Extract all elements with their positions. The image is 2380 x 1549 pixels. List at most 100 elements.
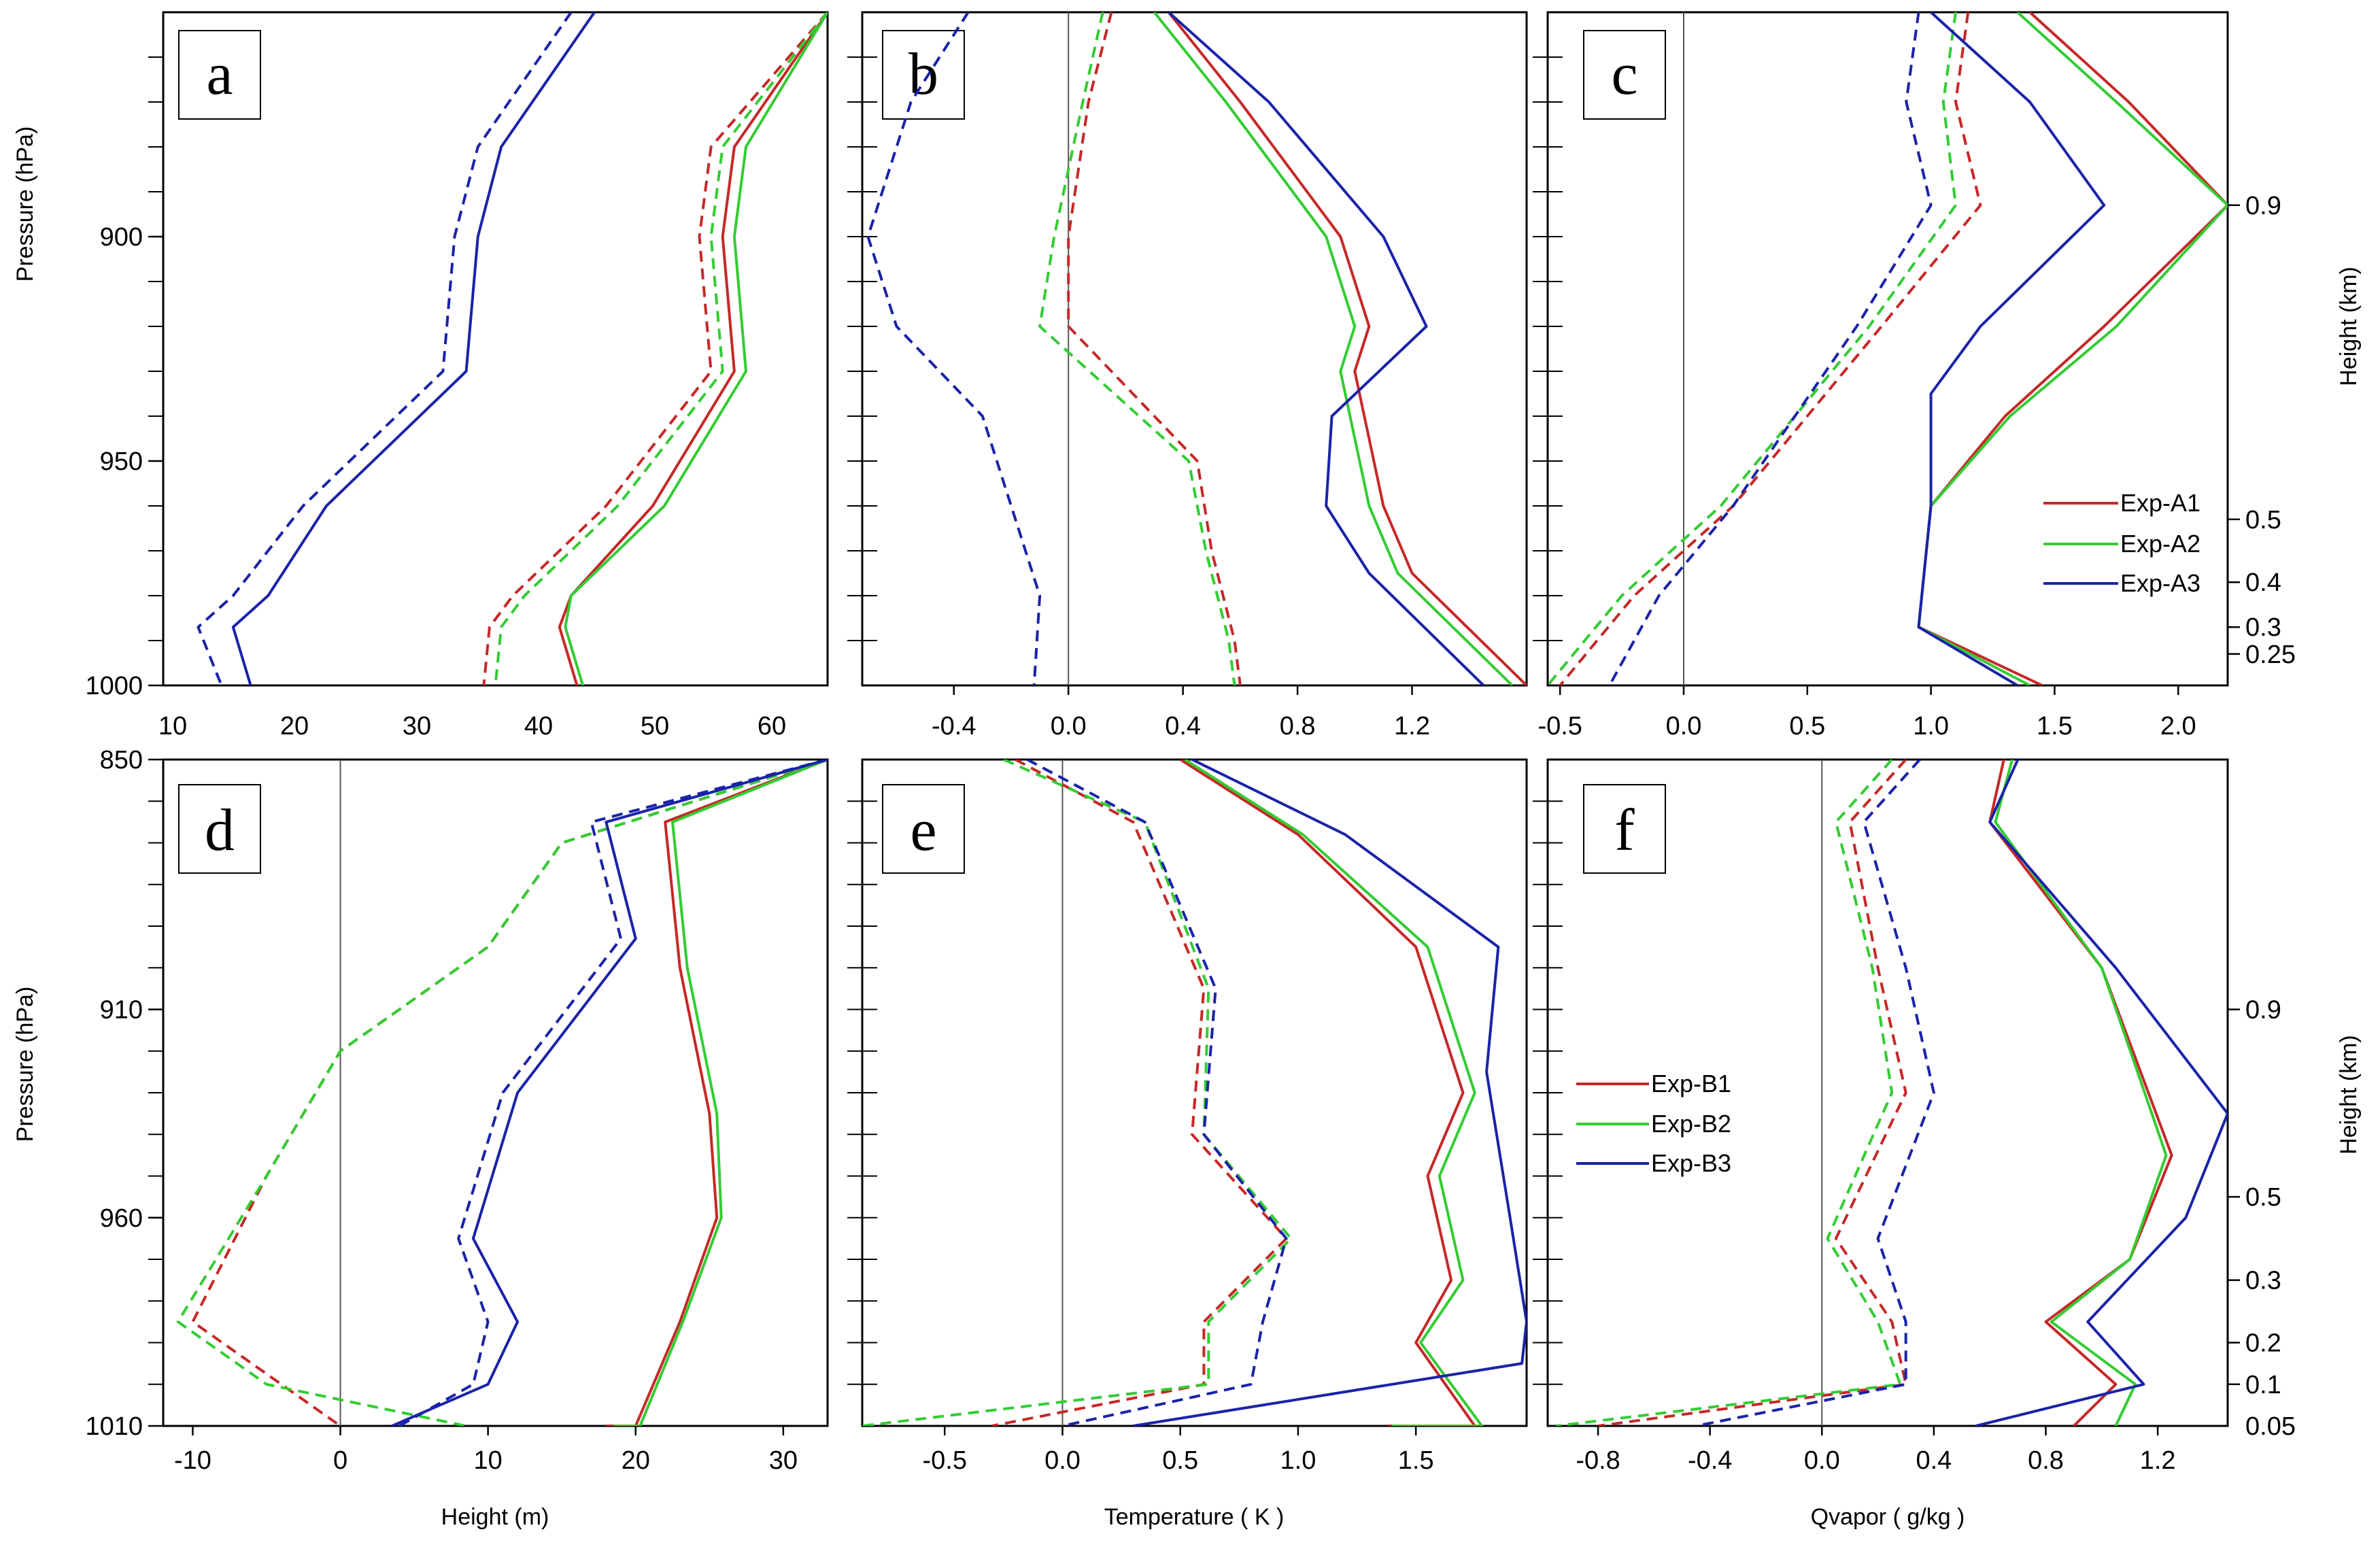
panel-e-xtick-label: 1.5 bbox=[1398, 1446, 1434, 1475]
legend-label-a3: Exp-A3 bbox=[2120, 569, 2200, 597]
panel-d-series-b1-dashed bbox=[191, 760, 828, 1426]
panel-a-ytick-label: 900 bbox=[100, 223, 143, 252]
panel-c-series-a3-solid bbox=[1917, 12, 2106, 685]
panel-b-frame bbox=[861, 11, 1528, 687]
panel-e-plot: -0.5 0.0 0.5 1.0 1.5 bbox=[847, 760, 1527, 1475]
panel-c-label-box bbox=[1583, 30, 1666, 120]
x-axis-title-f: Qvapor ( g/kg ) bbox=[1811, 1504, 1965, 1530]
y-axis-title-top: Pressure (hPa) bbox=[12, 126, 38, 282]
panel-d-series-b2-solid bbox=[613, 760, 828, 1426]
panel-b-xtick-label: 0.8 bbox=[1280, 712, 1316, 741]
panel-e-xtick-label: -0.5 bbox=[923, 1446, 967, 1475]
panel-b-xtick-label: -0.4 bbox=[932, 712, 976, 741]
panel-a-series-a1-solid bbox=[558, 12, 828, 685]
x-axis-title-e: Temperature ( K ) bbox=[1104, 1504, 1285, 1530]
legend-label-b2: Exp-B2 bbox=[1651, 1110, 1731, 1138]
panel-c: c bbox=[1546, 11, 2229, 687]
panel-e-series-b1-solid bbox=[1179, 760, 1476, 1426]
panel-f-label: f bbox=[1614, 798, 1635, 864]
panel-f-series-b2-dashed bbox=[1556, 760, 1902, 1426]
panel-d-label-box bbox=[178, 784, 261, 874]
panel-e: e bbox=[861, 758, 1528, 1427]
panel-c-height-tick-label: 0.3 bbox=[2245, 613, 2281, 642]
panel-c-series-a1-dashed bbox=[1559, 12, 1982, 685]
panel-e-xtick-label: 0.0 bbox=[1044, 1446, 1081, 1475]
panel-a-xtick-label: 50 bbox=[641, 712, 669, 741]
panel-c-height-tick-label: 0.5 bbox=[2245, 506, 2281, 534]
panel-f-height-tick-label: 0.9 bbox=[2245, 996, 2281, 1025]
panel-d-xtick-label: 30 bbox=[769, 1446, 798, 1475]
panel-f-xtick-label: -0.8 bbox=[1576, 1446, 1620, 1475]
panel-c-xtick-label: 2.0 bbox=[2160, 712, 2196, 741]
panel-c-series-a3-dashed bbox=[1608, 12, 1933, 685]
panel-f-series-b1-solid bbox=[1988, 760, 2173, 1426]
panel-d-frame bbox=[162, 758, 829, 1427]
panel-c-height-tick-label: 0.4 bbox=[2245, 568, 2281, 597]
panel-b-xtick-label: 0.4 bbox=[1165, 712, 1201, 741]
legend-top: Exp-A1 Exp-A2 Exp-A3 bbox=[2043, 489, 2200, 597]
panel-f-height-tick-label: 0.5 bbox=[2245, 1183, 2281, 1212]
panel-a-series-a2-dashed bbox=[494, 12, 828, 685]
panel-d-ytick-label: 1010 bbox=[85, 1412, 143, 1441]
panel-d: d bbox=[162, 758, 829, 1427]
panel-d-ytick-label: 960 bbox=[100, 1204, 143, 1233]
panel-d-series-b2-dashed bbox=[176, 760, 828, 1426]
panel-f-series-b2-solid bbox=[1994, 760, 2168, 1426]
right-axis-title-bottom: Height (km) bbox=[2336, 1035, 2362, 1155]
panel-e-series-b3-solid bbox=[1133, 760, 1527, 1426]
legend-label-a2: Exp-A2 bbox=[2120, 530, 2200, 558]
panel-a-series-a3-solid bbox=[231, 12, 596, 685]
panel-d-plot: -10 0 10 20 30 850 910 960 1010 bbox=[85, 746, 828, 1475]
panel-c-height-tick-label: 0.9 bbox=[2245, 192, 2281, 220]
panel-f-xtick-label: -0.4 bbox=[1688, 1446, 1732, 1475]
panel-c-series-a2-dashed bbox=[1548, 12, 1957, 685]
right-axis-title-top: Height (km) bbox=[2336, 267, 2362, 386]
panel-c-label: c bbox=[1611, 41, 1637, 107]
legend-label-b3: Exp-B3 bbox=[1651, 1149, 1731, 1177]
panel-a-xtick-label: 30 bbox=[403, 712, 431, 741]
y-axis-title-bottom: Pressure (hPa) bbox=[12, 987, 38, 1142]
panel-f-series-b1-dashed bbox=[1597, 760, 1907, 1426]
panel-e-label: e bbox=[910, 798, 936, 864]
panel-b: b bbox=[861, 11, 1528, 687]
panel-b-series-a1-solid bbox=[1168, 12, 1527, 685]
panel-b-series-a2-dashed bbox=[1038, 12, 1236, 685]
x-axis-title-d: Height (m) bbox=[441, 1504, 549, 1530]
panel-c-xtick-label: 1.5 bbox=[2037, 712, 2073, 741]
panel-d-ytick-label: 910 bbox=[100, 996, 143, 1025]
panel-e-label-box bbox=[882, 784, 965, 874]
panel-c-plot: -0.5 0.0 0.5 1.0 1.5 2.0 0.9 0.5 0.4 0.30.25 bbox=[1533, 12, 2296, 741]
panel-f-plot: -0.8 -0.4 0.0 0.4 0.8 1.2 0.9 0.5 0.3 0.2 0.1 0.05 bbox=[1533, 760, 2296, 1475]
panel-e-xtick-label: 0.5 bbox=[1162, 1446, 1198, 1475]
panel-b-series-a1-dashed bbox=[1067, 12, 1242, 685]
panel-f-label-box bbox=[1583, 784, 1666, 874]
panel-b-series-a2-solid bbox=[1153, 12, 1514, 685]
panel-b-series-a3-dashed bbox=[866, 12, 1042, 685]
panel-c-xtick-label: -0.5 bbox=[1537, 712, 1582, 741]
panel-f-series-b3-solid bbox=[1975, 760, 2228, 1426]
panel-c-xtick-label: 0.0 bbox=[1666, 712, 1702, 741]
panel-a-label: a bbox=[206, 41, 233, 107]
panel-d-label: d bbox=[205, 798, 235, 864]
panel-e-series-b1-dashed bbox=[991, 760, 1288, 1426]
panel-a-frame bbox=[162, 11, 829, 687]
panel-f: f bbox=[1546, 758, 2229, 1427]
panel-d-xtick-label: 0 bbox=[333, 1446, 347, 1475]
panel-a: a bbox=[162, 11, 829, 687]
panel-e-xtick-label: 1.0 bbox=[1280, 1446, 1316, 1475]
panel-a-label-box bbox=[178, 30, 261, 120]
plot-layer: 900 950 1000 -0.4 0.0 0.4 0.8 1.2 -0.5 0.0 0.5 1.0 1… bbox=[85, 12, 2296, 1475]
panel-d-xtick-label: 10 bbox=[474, 1446, 503, 1475]
panel-b-label-box bbox=[882, 30, 965, 120]
panel-c-xtick-label: 0.5 bbox=[1789, 712, 1825, 741]
panel-b-label: b bbox=[908, 41, 938, 107]
panel-f-xtick-label: 0.4 bbox=[1916, 1446, 1952, 1475]
panel-f-series-b3-dashed bbox=[1695, 760, 1935, 1426]
panel-b-plot: -0.4 0.0 0.4 0.8 1.2 bbox=[847, 12, 1527, 741]
panel-f-height-tick-label: 0.2 bbox=[2245, 1329, 2281, 1358]
panel-d-series-b1-solid bbox=[606, 760, 828, 1426]
panel-f-xtick-label: 0.8 bbox=[2028, 1446, 2064, 1475]
legend-label-b1: Exp-B1 bbox=[1651, 1070, 1731, 1097]
panel-d-series-b3-solid bbox=[391, 760, 828, 1426]
